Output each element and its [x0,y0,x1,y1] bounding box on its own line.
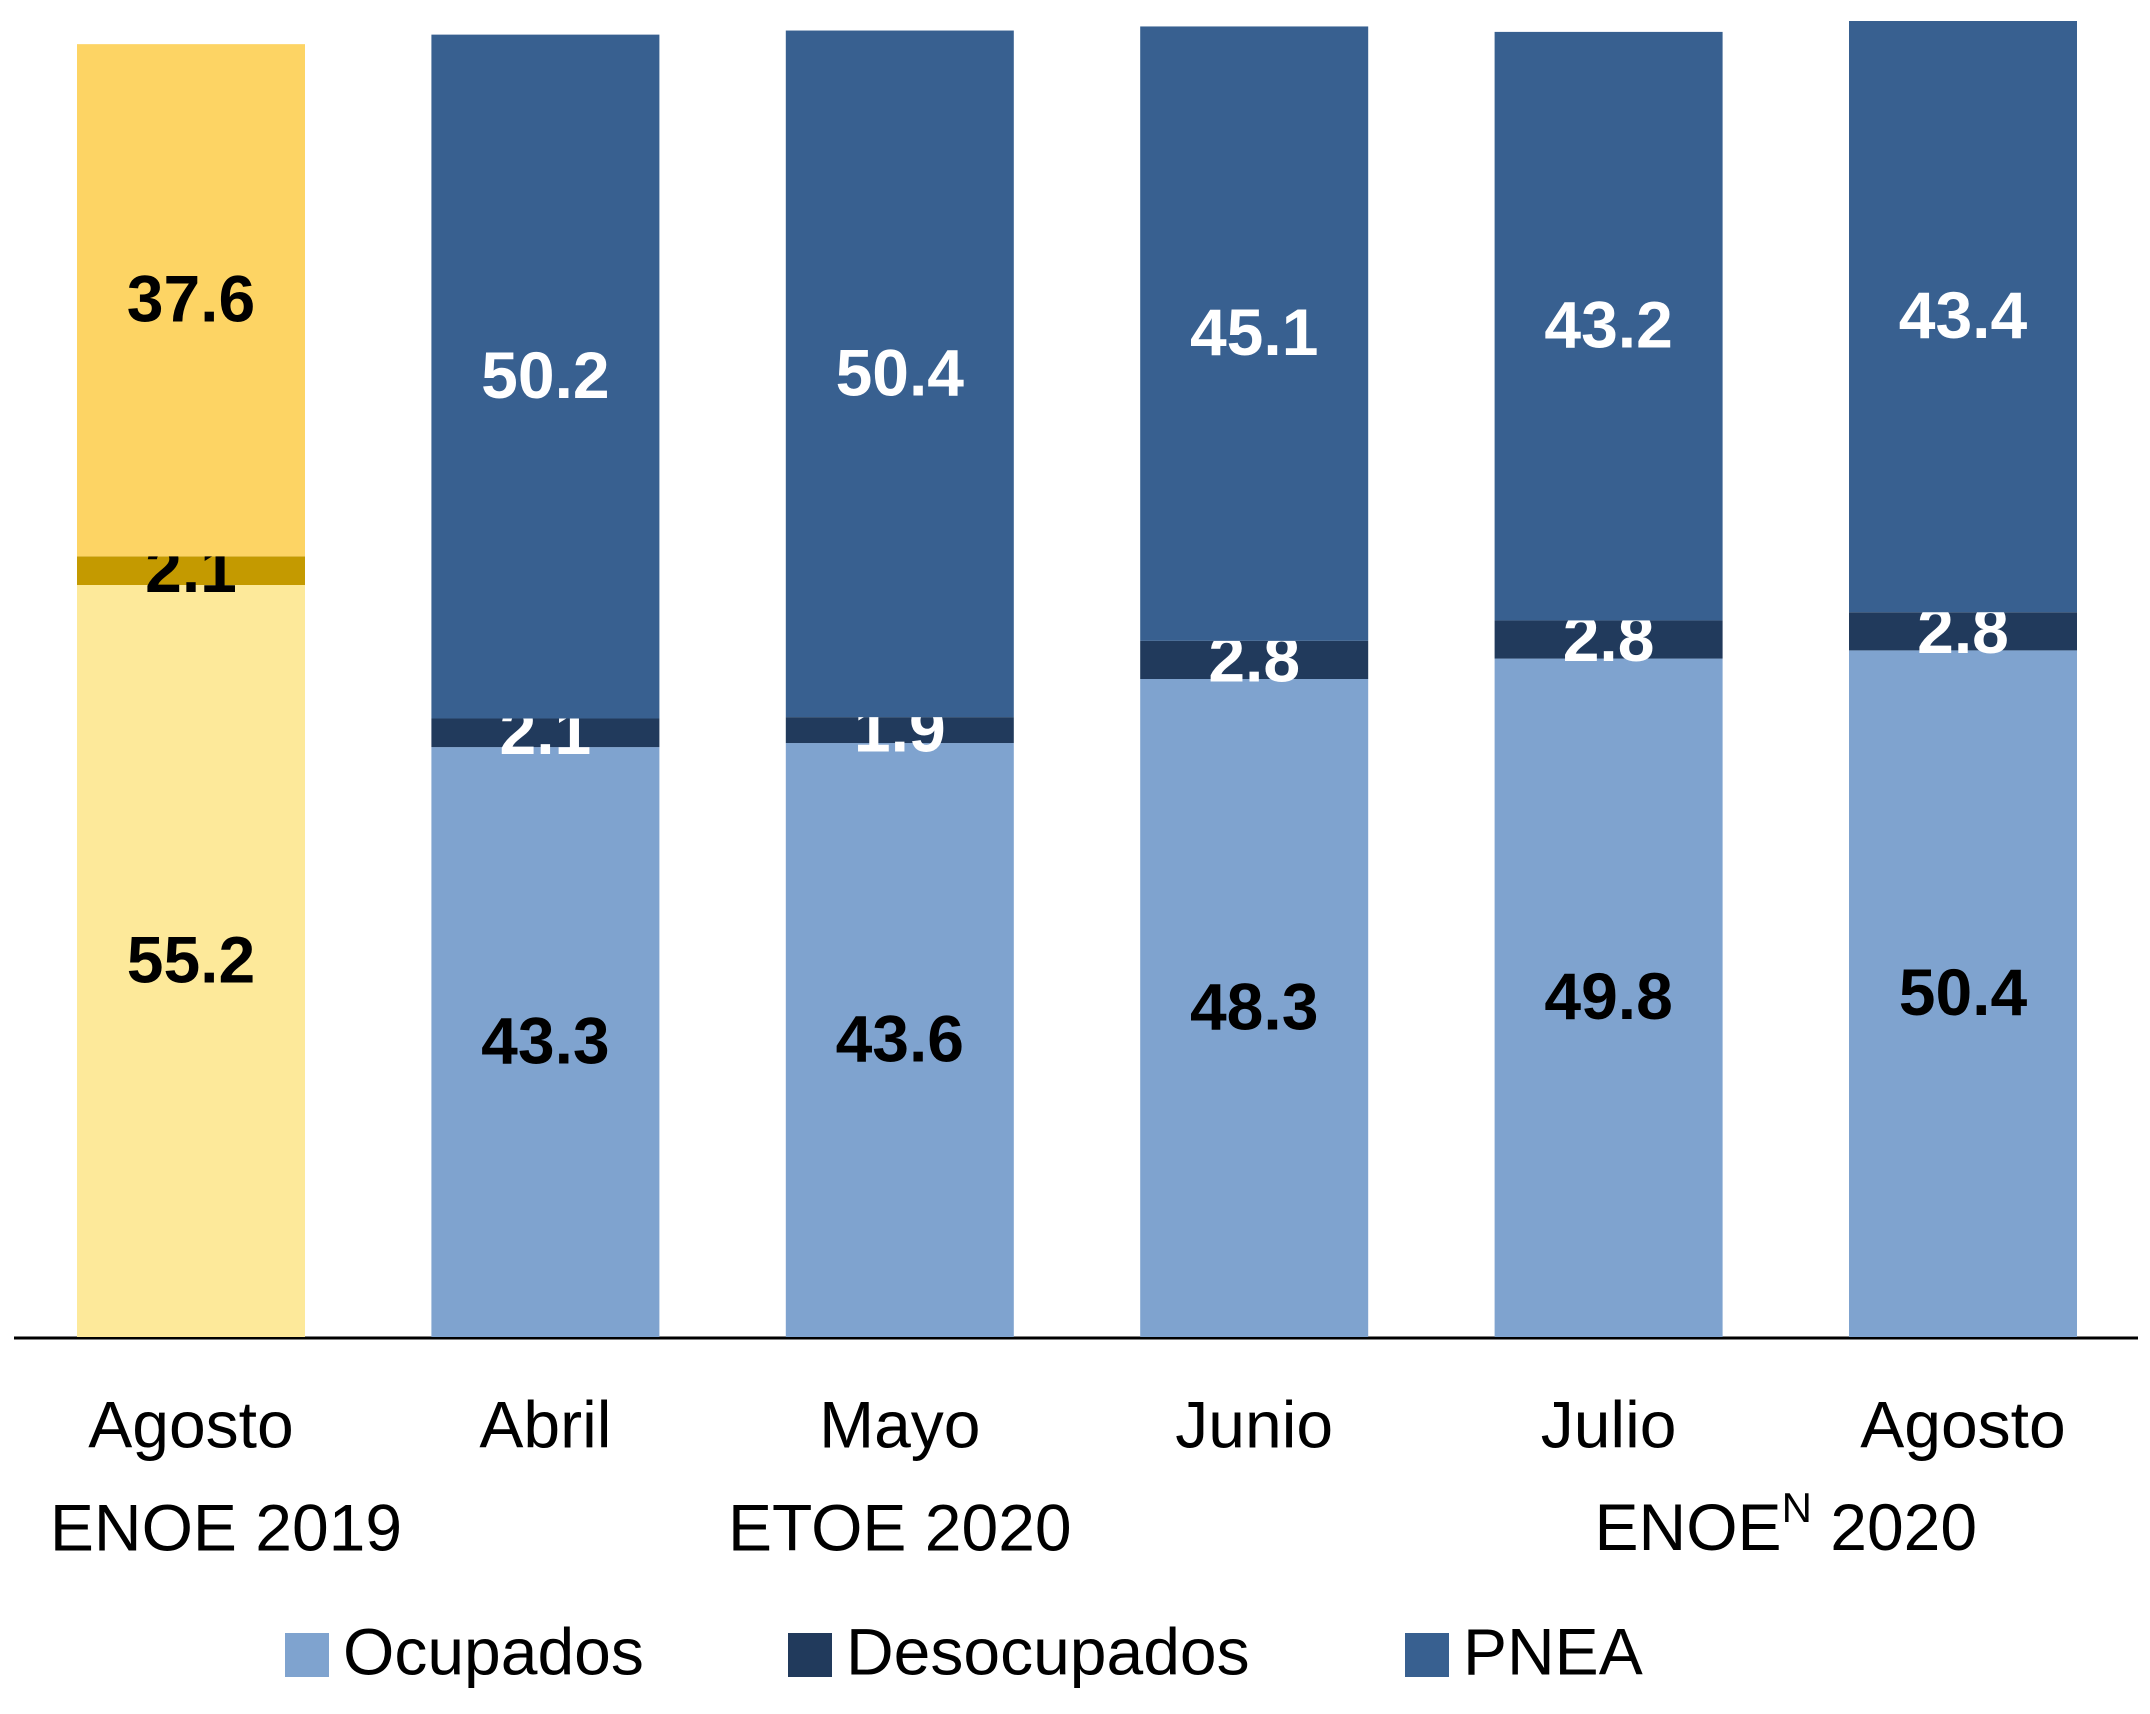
bar-segment [1849,21,2077,613]
value-label: 50.4 [1899,955,2028,1029]
bar-segment [1140,679,1369,1337]
bar-segment [785,30,1014,718]
group-label-rest: 2020 [1812,1490,1977,1564]
legend-label: PNEA [1463,1614,1643,1688]
value-label: 45.1 [1190,295,1318,369]
value-label: 43.2 [1544,288,1672,362]
bar-segment [431,718,660,748]
bar-segment [1494,658,1723,1337]
bar-segment [431,747,660,1337]
legend-swatch [788,1633,832,1677]
legend-label: Ocupados [343,1614,644,1688]
value-label: 43.4 [1899,278,2028,352]
bar-segment [785,717,1014,744]
bar-segment [431,34,660,719]
x-tick-label: Agosto [1860,1387,2065,1461]
group-label: ENOEN 2020 [1595,1484,1978,1564]
bar-segment [1140,640,1369,679]
bar-segment [1494,620,1723,659]
x-tick-label: Agosto [88,1387,293,1461]
x-tick-label: Abril [479,1387,611,1461]
x-tick-label: Mayo [819,1387,980,1461]
bar-segment [77,44,305,557]
legend-swatch [1405,1633,1449,1677]
bar-segment [785,743,1014,1337]
group-label: ETOE 2020 [728,1490,1072,1564]
value-label: 55.2 [127,922,255,996]
x-tick-label: Junio [1175,1387,1333,1461]
value-label: 50.4 [836,335,965,409]
legend-label: Desocupados [846,1614,1250,1688]
bar-segment [1849,612,2077,651]
value-label: 48.3 [1190,969,1318,1043]
group-label: ENOE 2019 [50,1490,402,1564]
bar-segment [1849,650,2077,1337]
group-label-sup: N [1782,1484,1812,1531]
bar-segment [77,556,305,585]
legend-swatch [285,1633,329,1677]
x-tick-label: Julio [1541,1387,1677,1461]
bar-segment [1140,26,1369,641]
value-label: 49.8 [1544,959,1672,1033]
value-label: 43.3 [481,1003,609,1077]
value-label: 37.6 [127,262,255,336]
group-label-text: ENOE [1595,1490,1782,1564]
value-label: 43.6 [836,1001,964,1075]
value-label: 50.2 [481,338,609,412]
bar-segment [77,585,305,1337]
bar-segment [1494,31,1723,621]
